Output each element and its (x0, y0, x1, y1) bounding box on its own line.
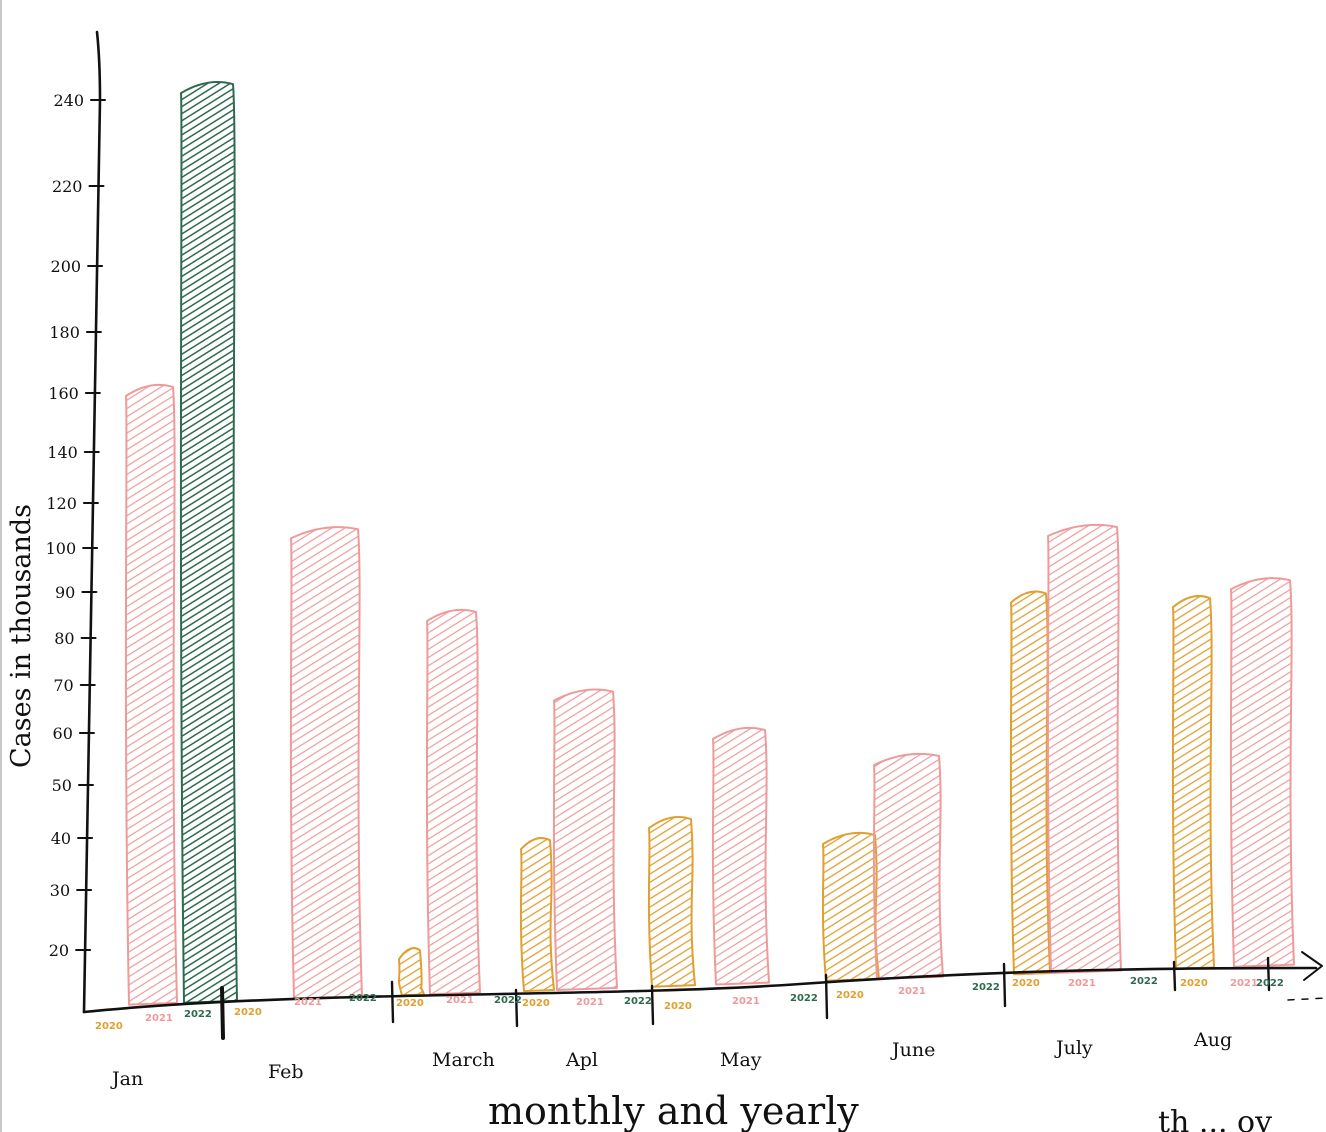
y-tick-label: 180 (49, 323, 80, 342)
year-label-2022: 2022 (1130, 976, 1158, 987)
year-label-2021: 2021 (576, 997, 604, 1008)
year-label-2021: 2021 (145, 1013, 173, 1024)
y-axis-line (82, 30, 102, 1014)
window-left-edge (0, 0, 2, 1132)
year-label-2020: 2020 (396, 998, 424, 1009)
year-label-2022: 2022 (494, 995, 522, 1006)
y-tick-label: 120 (46, 494, 77, 513)
month-separator (514, 988, 519, 1028)
month-separator (1172, 960, 1177, 992)
year-label-2020: 2020 (1012, 978, 1040, 989)
year-label-2020: 2020 (522, 998, 550, 1009)
y-tick-label: 90 (55, 583, 75, 602)
y-tick-label: 80 (54, 629, 74, 648)
bar-march-2021 (425, 608, 481, 996)
bar-march-2020 (397, 947, 425, 997)
year-label-2021: 2021 (1068, 978, 1096, 989)
year-label-2022: 2022 (972, 982, 1000, 993)
year-label-2022: 2022 (790, 993, 818, 1004)
year-label-2020: 2020 (95, 1021, 123, 1032)
x-axis-arrow (1301, 951, 1323, 981)
month-label-june: June (890, 1039, 935, 1061)
year-label-2020: 2020 (836, 990, 864, 1001)
x-axis-continuation (1287, 997, 1326, 1001)
bar-aug-2021 (1229, 577, 1295, 968)
y-tick-label: 60 (53, 724, 73, 743)
x-axis-line (82, 966, 1318, 1014)
year-label-2022: 2022 (184, 1009, 212, 1020)
month-separator (650, 984, 655, 1026)
bar-jan-2022 (179, 81, 238, 1004)
year-label-2021: 2021 (294, 997, 322, 1008)
trailing-text: th ... ov (1158, 1105, 1272, 1132)
month-label-may: May (720, 1049, 762, 1071)
bar-july-2021 (1046, 523, 1122, 975)
y-tick-label: 100 (46, 539, 77, 558)
bar-aug-2020 (1171, 595, 1215, 970)
bar-jan-2021 (124, 383, 178, 1006)
bar-july-2020 (1009, 590, 1051, 976)
y-tick-label: 240 (53, 91, 84, 110)
year-label-2021: 2021 (898, 986, 926, 997)
y-tick-label: 160 (48, 384, 79, 403)
bar-feb-2021 (289, 526, 363, 1000)
y-tick-label: 70 (53, 676, 73, 695)
year-label-2022: 2022 (349, 993, 377, 1004)
axes-layer (82, 30, 1326, 1040)
year-label-2021: 2021 (732, 996, 760, 1007)
month-separator (1002, 962, 1007, 1008)
month-separator (1266, 956, 1271, 992)
y-tick-label: 140 (47, 443, 78, 462)
y-tick-label: 220 (52, 177, 83, 196)
y-tick-label: 200 (51, 257, 82, 276)
y-axis-label: Cases in thousands (6, 504, 37, 768)
year-label-2022: 2022 (624, 996, 652, 1007)
year-label-2021: 2021 (1230, 978, 1258, 989)
y-tick-label: 50 (52, 776, 72, 795)
month-separator (824, 973, 829, 1020)
month-label-aug: Aug (1193, 1029, 1232, 1051)
y-tick-label: 40 (51, 829, 71, 848)
year-label-2020: 2020 (234, 1007, 262, 1018)
year-label-2020: 2020 (664, 1001, 692, 1012)
year-label-2022: 2022 (1256, 978, 1284, 989)
y-tick-label: 30 (50, 881, 70, 900)
year-label-2021: 2021 (446, 995, 474, 1006)
bars-layer (124, 81, 1295, 1006)
bar-may-2020 (647, 816, 696, 988)
bar-june-2020 (821, 831, 880, 982)
y-tick-label: 20 (49, 941, 69, 960)
month-separator (390, 980, 395, 1024)
year-label-2020: 2020 (1180, 978, 1208, 989)
bar-may-2021 (711, 726, 770, 986)
y-ticks: 20 30 40 50 60 70 80 90 100 120 140 160 180 200 220 240 (46, 91, 106, 960)
month-label-march: March (432, 1049, 495, 1071)
bar-april-2021 (552, 688, 618, 991)
month-label-april: Apl (565, 1049, 598, 1071)
month-separator (220, 986, 225, 1040)
month-label-feb: Feb (268, 1061, 304, 1083)
x-axis-label: monthly and yearly (488, 1089, 859, 1132)
month-label-july: July (1054, 1037, 1093, 1059)
bar-april-2020 (519, 837, 555, 993)
month-label-jan: Jan (110, 1068, 143, 1090)
bar-june-2021 (872, 752, 944, 980)
